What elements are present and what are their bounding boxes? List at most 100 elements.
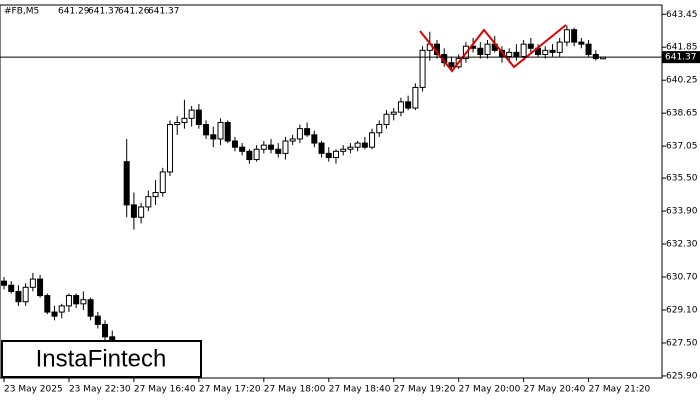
candle-body: [231, 140, 238, 148]
candle-body: [289, 138, 296, 142]
ohlc-value: 641.37: [88, 7, 120, 17]
candle-body: [347, 146, 354, 150]
y-tick-label: 641.85: [666, 43, 698, 53]
candle-body: [592, 53, 599, 60]
candles: [1, 25, 606, 358]
candle-body: [15, 290, 22, 303]
candle-body: [527, 43, 534, 49]
candle-body: [102, 323, 109, 338]
candle-body: [282, 140, 289, 154]
candle-body: [166, 124, 173, 173]
y-tick-label: 633.90: [666, 207, 698, 217]
candle-body: [419, 49, 426, 88]
candle-body: [203, 124, 210, 136]
candle-body: [448, 62, 455, 68]
candle-body: [369, 132, 376, 148]
candle-body: [123, 161, 130, 206]
candle-body: [397, 101, 404, 113]
y-tick-label: 638.65: [666, 109, 698, 119]
candle-body: [571, 29, 578, 43]
x-tick-label: 27 May 20:00: [459, 385, 521, 395]
candle-body: [578, 41, 585, 45]
y-tick-label: 627.50: [666, 338, 698, 348]
candle-body: [188, 109, 195, 119]
candle-body: [195, 109, 202, 126]
candle-body: [29, 278, 36, 288]
candle-body: [412, 86, 419, 109]
candle-body: [51, 311, 58, 317]
candle-body: [73, 295, 80, 305]
candle-body: [520, 43, 527, 58]
candle-body: [239, 146, 246, 152]
candle-body: [376, 124, 383, 134]
candle-body: [159, 171, 166, 194]
candle-body: [549, 49, 556, 53]
candle-body: [44, 295, 51, 313]
x-tick-label: 27 May 18:40: [329, 385, 391, 395]
candle-body: [268, 144, 275, 150]
candle-body: [513, 51, 520, 58]
candle-body: [354, 142, 361, 148]
x-tick-label: 27 May 19:20: [394, 385, 456, 395]
y-tick-label: 640.25: [666, 76, 698, 86]
ohlc-value: 641.26: [118, 7, 150, 17]
candle-body: [542, 49, 549, 55]
candle-body: [87, 299, 94, 317]
candle-body: [65, 295, 72, 307]
logo-box: [1, 340, 202, 378]
candle-body: [361, 142, 368, 148]
x-tick-label: 27 May 16:40: [134, 385, 196, 395]
logo: InstaFintech: [36, 345, 167, 372]
candle-body: [332, 150, 339, 158]
candle-body: [318, 142, 325, 154]
candle-body: [383, 113, 390, 126]
y-tick-label: 632.30: [666, 240, 698, 250]
candle-body: [563, 29, 570, 43]
candle-body: [58, 305, 65, 313]
candle-body: [304, 128, 311, 136]
candle-body: [325, 152, 332, 158]
x-tick-label: 27 May 18:00: [264, 385, 326, 395]
x-tick-label: 27 May 20:40: [524, 385, 586, 395]
candle-body: [1, 280, 7, 286]
candle-body: [145, 196, 152, 208]
candle-body: [484, 43, 491, 55]
x-tick-label: 23 May 22:30: [69, 385, 131, 395]
symbol: #FB,M5: [4, 7, 39, 17]
candle-body: [181, 117, 188, 123]
candle-body: [311, 134, 318, 144]
candle-body: [260, 144, 267, 150]
candle-body: [253, 148, 260, 161]
candle-body: [556, 41, 563, 53]
candle-body: [390, 111, 397, 115]
y-tick-label: 629.10: [666, 305, 698, 315]
candle-body: [246, 150, 253, 161]
candle-body: [22, 286, 29, 303]
candle-body: [340, 148, 347, 152]
price-label: 641.37: [665, 53, 697, 63]
candle-body: [37, 278, 44, 297]
candle-body: [275, 148, 282, 154]
x-tick-label: 27 May 21:20: [589, 385, 651, 395]
candle-body: [405, 101, 412, 109]
x-tick-label: 23 May 2025: [4, 385, 63, 395]
price-box: [662, 51, 700, 64]
candle-body: [224, 121, 231, 142]
candle-body: [210, 134, 217, 140]
x-tick-label: 27 May 17:20: [199, 385, 261, 395]
candle-body: [94, 315, 101, 325]
candle-body: [152, 192, 159, 198]
plot-frame: [0, 4, 663, 379]
y-tick-label: 635.50: [666, 174, 698, 184]
candle-body: [296, 128, 303, 140]
candle-body: [138, 206, 145, 218]
candle-body: [130, 204, 137, 218]
candle-body: [585, 43, 592, 55]
candle-body: [217, 121, 224, 140]
candle-body: [174, 121, 181, 126]
candle-body: [80, 299, 87, 305]
y-tick-label: 637.05: [666, 142, 698, 152]
ohlc-value: 641.37: [148, 7, 180, 17]
